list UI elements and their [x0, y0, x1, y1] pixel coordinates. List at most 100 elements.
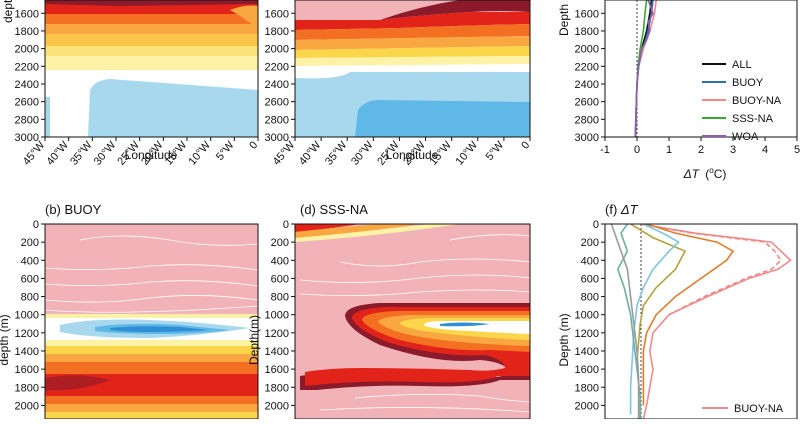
panel-e-ytick-label: 1600 — [575, 8, 599, 20]
panel-c-fill — [295, 0, 530, 137]
panel-b-axes: 0 200 400 600 800 1000 1200 1400 1600 1800 2000 — [15, 219, 45, 412]
panel-f-ytick-label: 400 — [581, 255, 599, 267]
panel-c-ytick-label: 1800 — [265, 26, 289, 38]
panel-f-series-lightblue — [629, 224, 680, 415]
panel-d-ytick-label: 400 — [271, 255, 289, 267]
panel-f-ytick-label: 800 — [581, 292, 599, 304]
panel-d-ytick-label: 0 — [283, 219, 289, 231]
panel-f-legend-label: BUOY-NA — [734, 403, 784, 415]
panel-e-legend-label: WOA — [732, 131, 759, 143]
panel-b-ylabel: depth (m) — [0, 314, 11, 365]
panel-b-ytick-label: 200 — [21, 237, 39, 249]
panel-c-ytick-label: 2800 — [265, 114, 289, 126]
panel-c-ytick-label: 2600 — [265, 97, 289, 109]
panel-f-series-grey — [610, 224, 640, 419]
panel-b-ytick-label: 1200 — [15, 328, 39, 340]
panel-a-xlabel: Longitude — [125, 148, 178, 162]
panel-d-ytick-label: 2000 — [265, 400, 289, 412]
panel-b-ytick-label: 0 — [33, 219, 39, 231]
panel-c-xtick-label: 40°W — [297, 139, 324, 168]
panel-c-xtick-label: 35°W — [323, 139, 350, 168]
panel-e-ytick-label: 2000 — [575, 44, 599, 56]
panel-c-xtick-label: 10°W — [454, 139, 481, 168]
panel-b-title: (b) BUOY — [45, 202, 102, 217]
panel-f-ytick-label: 1000 — [575, 310, 599, 322]
panel-e-xtick-label: 4 — [762, 144, 768, 156]
panel-d-ytick-label: 800 — [271, 292, 289, 304]
panel-e-ytick-label: 1800 — [575, 26, 599, 38]
panel-e-ytick-label: 2200 — [575, 61, 599, 73]
panel-b-ytick-label: 400 — [21, 255, 39, 267]
panel-a-xtick-label: 40°W — [44, 139, 71, 168]
panel-c-ytick-label: 1600 — [265, 8, 289, 20]
panel-c-xtick-label: 30°W — [349, 139, 376, 168]
panel-e-xtick-label: 0 — [634, 144, 640, 156]
panel-f-title-prefix: (f) — [605, 202, 621, 217]
panel-c-ytick-label: 3000 — [265, 132, 289, 144]
panel-c-xlabel: Longitude — [386, 148, 439, 162]
panel-e-ytick-label: 3000 — [575, 132, 599, 144]
panel-f: (f) ΔT 0 200 400 600 800 1000 1200 1400 1600 1800… — [557, 202, 798, 420]
panel-e-ytick-label: 2600 — [575, 97, 599, 109]
panel-f-ylabel: Depth (m) — [557, 313, 571, 366]
panel-f-title-symbol: ΔT — [620, 202, 639, 217]
panel-b-ytick-label: 1400 — [15, 346, 39, 358]
panel-e-xtick-label: -1 — [600, 144, 610, 156]
panel-a-ytick-label: 2800 — [15, 114, 39, 126]
panel-a: 1600180020002200240026002800300045°W40°W… — [1, 0, 260, 168]
panel-f-ytick-label: 1400 — [575, 346, 599, 358]
panel-f-series-orange — [642, 224, 735, 406]
panel-e-xlabel-sup: o — [709, 166, 714, 175]
panel-e-legend-label: ALL — [732, 59, 752, 71]
panel-f-ytick-label: 200 — [581, 237, 599, 249]
panel-e-xtick-label: 5 — [794, 144, 800, 156]
panel-d-ylabel: Depth(m) — [247, 315, 261, 365]
panel-a-ytick-label: 3000 — [15, 132, 39, 144]
panel-d: (d) SSS-NA 0 200 400 600 800 1000 1200 1400 1600… — [247, 202, 531, 420]
panel-e-xlabel-main: ΔT — [683, 167, 701, 181]
panel-b-ytick-label: 800 — [21, 292, 39, 304]
panel-c-ytick-label: 2200 — [265, 61, 289, 73]
panel-c-xtick-label: 0 — [519, 139, 532, 151]
panel-c-ytick-label: 2000 — [265, 44, 289, 56]
panel-d-ytick-label: 200 — [271, 237, 289, 249]
panel-a-xtick-label: 35°W — [68, 139, 95, 168]
panel-b-ytick-label: 1800 — [15, 382, 39, 394]
panel-f-series-buoy-na — [640, 224, 792, 419]
panel-a-xtick-label: 0 — [247, 139, 260, 151]
panel-f-ytick-label: 600 — [581, 273, 599, 285]
panel-f-title: (f) ΔT — [605, 202, 639, 217]
panel-e-xtick-label: 1 — [666, 144, 672, 156]
panel-f-ytick-label: 1200 — [575, 328, 599, 340]
panel-d-axes: 0 200 400 600 800 1000 1200 1400 1600 1800 2000 — [265, 219, 295, 412]
panel-b-ytick-label: 1000 — [15, 310, 39, 322]
panel-f-ytick-label: 0 — [593, 219, 599, 231]
panel-e-xlabel-unit-end: C) — [714, 167, 727, 181]
panel-e-ytick-label: 2400 — [575, 79, 599, 91]
panel-e-xlabel-unit: ( — [705, 167, 709, 181]
panel-c-ytick-label: 2400 — [265, 79, 289, 91]
panel-d-ytick-label: 600 — [271, 273, 289, 285]
panel-f-ytick-label: 1600 — [575, 364, 599, 376]
panel-e-xtick-label: 3 — [730, 144, 736, 156]
panel-a-ytick-label: 1800 — [15, 26, 39, 38]
panel-a-ytick-label: 1600 — [15, 8, 39, 20]
panel-f-axes: 0 200 400 600 800 1000 1200 1400 1600 1800 2000 — [575, 219, 605, 412]
panel-f-ytick-label: 1800 — [575, 382, 599, 394]
panel-e-lines — [634, 0, 657, 137]
panel-d-ytick-label: 1400 — [265, 346, 289, 358]
panel-e-legend-label: BUOY — [732, 77, 764, 89]
panel-a-ytick-label: 2000 — [15, 44, 39, 56]
panel-d-title: (d) SSS-NA — [300, 202, 368, 217]
panel-a-ytick-label: 2400 — [15, 79, 39, 91]
panel-e-legend: ALL BUOY BUOY-NA SSS-NA WOA — [702, 59, 782, 143]
panel-e-legend-label: BUOY-NA — [732, 95, 782, 107]
panel-e-ytick-label: 2800 — [575, 114, 599, 126]
panel-e: 1600 1800 2000 2200 2400 2600 2800 3000-1 0 1 2 3 4 5… — [557, 0, 800, 181]
panel-d-fill — [295, 224, 530, 419]
panel-e-axes: 1600 1800 2000 2200 2400 2600 2800 3000-1 0 1 2 3 4 5 — [575, 8, 800, 156]
panel-b: (b) BUOY 0 200 400 600 800 1000 1200 1400 1600 18… — [0, 202, 259, 420]
panel-f-legend: BUOY-NA — [702, 403, 784, 415]
